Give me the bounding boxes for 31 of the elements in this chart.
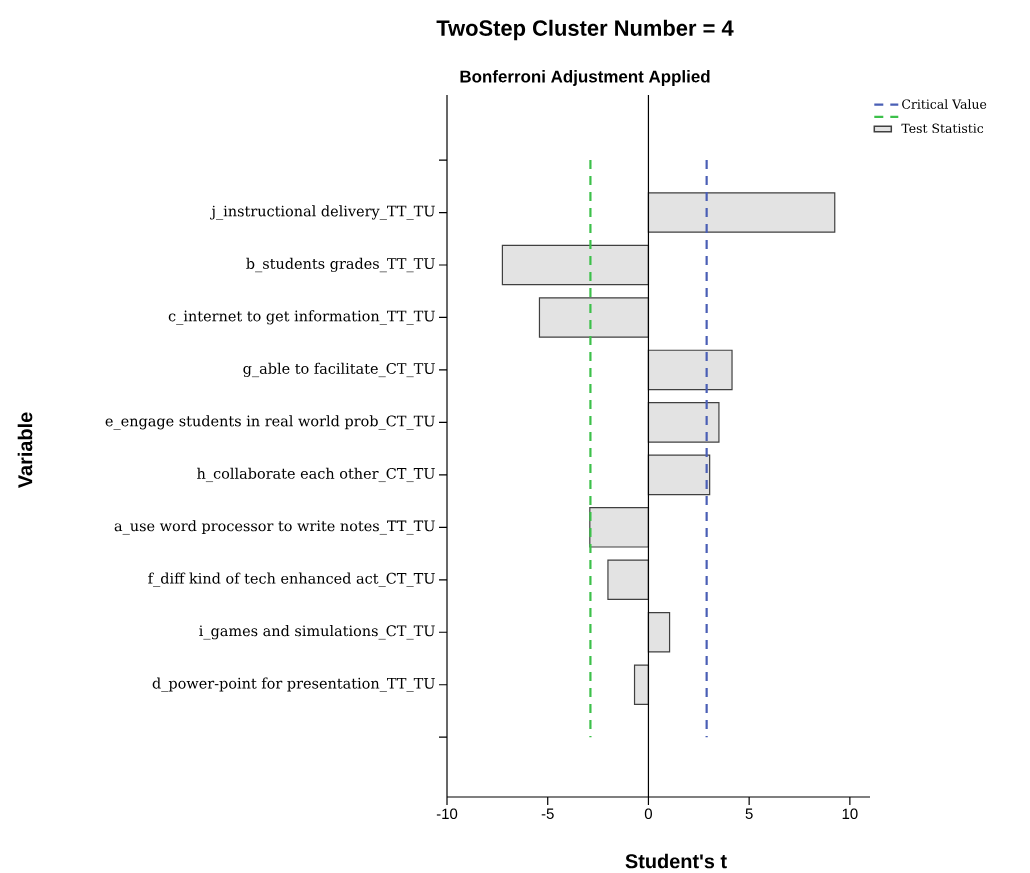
legend-label: Test Statistic <box>901 123 984 134</box>
y-tick-label: h_collaborate each other_CT_TU <box>197 467 435 483</box>
bar <box>589 507 650 548</box>
y-tick-label: i_games and simulations_CT_TU <box>199 625 435 640</box>
bar <box>647 402 720 443</box>
bar <box>538 297 650 338</box>
x-tick-label: 5 <box>745 808 753 819</box>
bar <box>647 611 671 653</box>
bar <box>647 349 733 391</box>
bar <box>647 192 836 233</box>
x-tick-label: -5 <box>541 808 554 819</box>
x-axis-title: Student's t <box>625 853 727 869</box>
y-tick-label: f_diff kind of tech enhanced act_CT_TU <box>148 572 435 587</box>
y-tick-label: a_use word processor to write notes_TT_TU <box>114 520 435 535</box>
bar <box>501 244 650 286</box>
bar <box>647 454 711 496</box>
y-tick-label: e_engage students in real world prob_CT_TU <box>105 415 435 430</box>
y-tick-label: d_power-point for presentation_TT_TU <box>152 677 435 692</box>
y-tick-label: j_instructional delivery_TT_TU <box>210 205 435 220</box>
x-tick-label: 10 <box>842 808 858 820</box>
chart-title: TwoStep Cluster Number = 4 <box>436 19 734 41</box>
legend-label: Critical Value <box>902 99 987 109</box>
bar <box>607 559 650 601</box>
bar <box>633 664 650 706</box>
y-axis-title: Variable <box>17 412 33 489</box>
x-tick-label: -10 <box>436 808 458 820</box>
x-tick-label: 0 <box>644 808 652 820</box>
y-tick-label: b_students grades_TT_TU <box>246 257 435 273</box>
y-tick-label: c_internet to get information_TT_TU <box>168 310 435 325</box>
y-tick-label: g_able to facilitate_CT_TU <box>243 362 435 378</box>
chart-subtitle: Bonferroni Adjustment Applied <box>460 70 710 86</box>
